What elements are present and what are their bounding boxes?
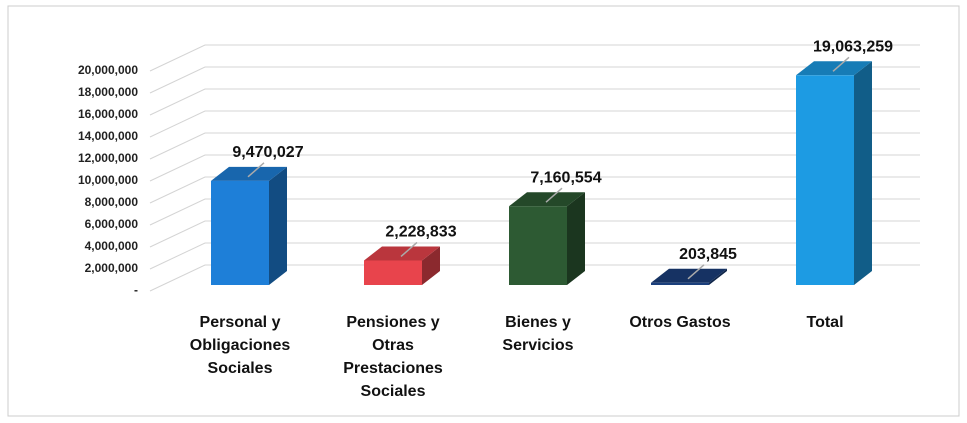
value-label: 203,845 [679, 246, 737, 263]
value-label: 19,063,259 [813, 39, 893, 56]
bar-top [509, 192, 585, 207]
y-tick-label: 18,000,000 [78, 85, 138, 99]
x-tick-label: Otros Gastos [629, 314, 731, 331]
grid-line [149, 242, 920, 270]
bar [796, 75, 854, 285]
value-label: 9,470,027 [232, 144, 303, 161]
x-tick-label: Personal y Obligaciones Sociales [189, 314, 291, 377]
grid-line [149, 110, 920, 138]
y-tick-label: 8,000,000 [85, 195, 139, 209]
grid-line [149, 264, 920, 292]
leader-line [247, 162, 265, 178]
leader-line [687, 264, 705, 280]
grid-line [149, 132, 920, 160]
grid-line [149, 176, 920, 204]
grid-line [149, 198, 920, 226]
bar [364, 260, 422, 285]
bar-side [269, 166, 287, 285]
y-tick-label: 20,000,000 [78, 63, 138, 77]
bar [211, 180, 269, 285]
y-tick-label: 4,000,000 [85, 239, 139, 253]
x-tick-label: Pensiones y Otras Prestaciones Sociales [343, 314, 443, 400]
grid-line [149, 44, 920, 72]
bar-top [211, 166, 287, 181]
bar-side [567, 192, 585, 285]
bar [509, 206, 567, 285]
leader-line [545, 187, 563, 203]
y-tick-label: 10,000,000 [78, 173, 138, 187]
bar-top [364, 246, 440, 261]
grid-line [149, 154, 920, 182]
x-tick-label: Total [806, 314, 844, 331]
y-tick-label: 12,000,000 [78, 151, 138, 165]
value-label: 7,160,554 [530, 169, 601, 186]
leader-line [832, 56, 850, 72]
y-tick-label: 2,000,000 [85, 261, 139, 275]
bar-top [796, 61, 872, 76]
bar [651, 282, 709, 285]
value-label: 2,228,833 [385, 224, 456, 241]
leader-line [400, 241, 418, 258]
bar-top [651, 268, 727, 283]
y-tick-label: - [134, 283, 138, 297]
frame [7, 5, 960, 417]
bar-side [709, 268, 727, 285]
y-tick-label: 6,000,000 [85, 217, 139, 231]
grid-line [149, 66, 920, 94]
grid-line [149, 220, 920, 248]
y-tick-label: 14,000,000 [78, 129, 138, 143]
bar-side [422, 246, 440, 285]
x-tick-label: Bienes y Servicios [502, 314, 574, 354]
grid-line [149, 88, 920, 116]
y-tick-label: 16,000,000 [78, 107, 138, 121]
bar-side [854, 61, 872, 285]
